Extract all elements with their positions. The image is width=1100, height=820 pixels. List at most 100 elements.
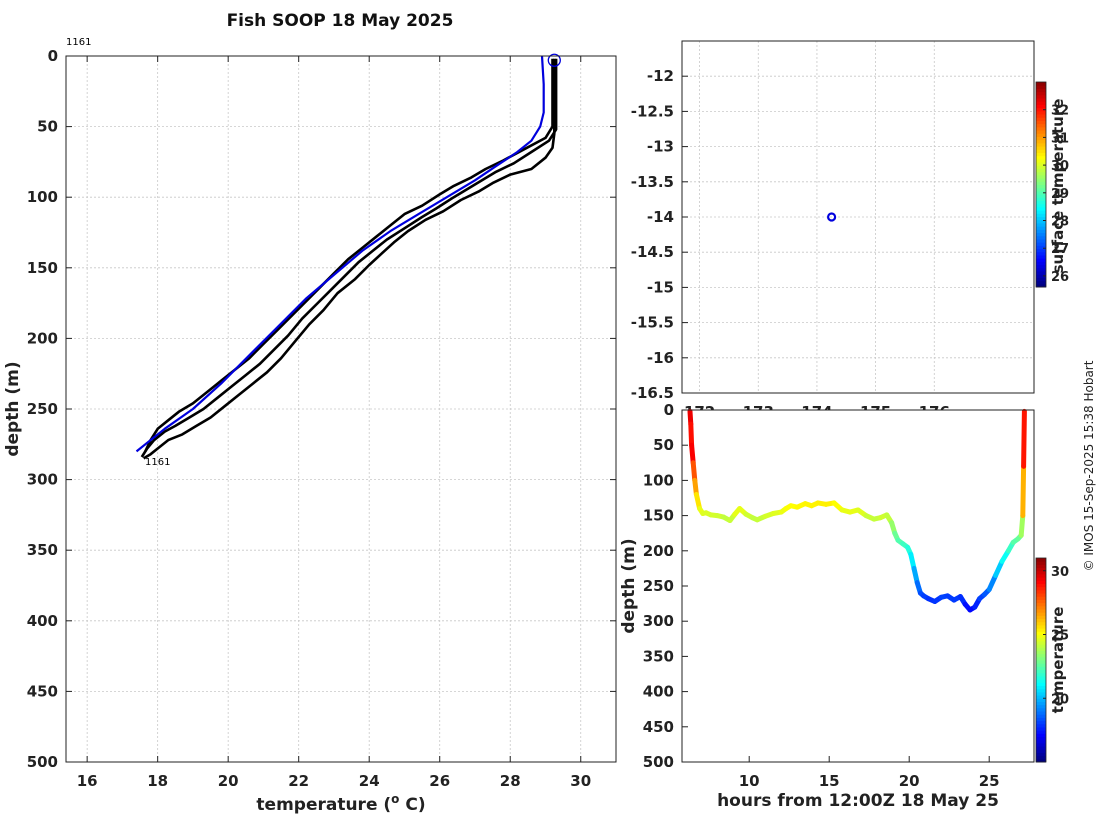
temperature-colorbar-segment <box>1036 583 1046 588</box>
depth-time-segment <box>1021 408 1027 469</box>
surface-colorbar-segment <box>1036 133 1046 137</box>
temperature-colorbar-segment <box>1036 698 1046 702</box>
profile-y-tick-label: 300 <box>27 471 58 489</box>
profile-series-profile-2 <box>140 58 558 458</box>
temperature-colorbar-segment <box>1036 561 1046 565</box>
surface-colorbar-segment <box>1036 181 1046 185</box>
temperature-colorbar-segment <box>1036 577 1046 581</box>
surface-colorbar-segment <box>1036 130 1046 134</box>
surface-colorbar-segment <box>1036 254 1046 259</box>
temperature-colorbar-segment <box>1036 653 1046 658</box>
surface-colorbar-segment <box>1036 277 1046 282</box>
temperature-colorbar-segment <box>1036 567 1046 572</box>
surface-colorbar-segment <box>1036 242 1046 246</box>
depth-time-y-tick-label: 500 <box>643 753 674 771</box>
map-y-tick-label: -13 <box>647 138 674 156</box>
profile-x-tick-label: 28 <box>500 772 521 790</box>
surface-colorbar-segment <box>1036 200 1046 205</box>
surface-colorbar-segment <box>1036 280 1046 285</box>
surface-colorbar-segment <box>1036 270 1046 275</box>
temperature-colorbar-segment <box>1036 628 1046 632</box>
surface-colorbar-segment <box>1036 248 1046 253</box>
surface-colorbar-tick-label: 32 <box>1051 104 1069 119</box>
profile-y-tick-label: 350 <box>27 541 58 559</box>
surface-colorbar-segment <box>1036 104 1046 109</box>
profile-x-tick-label: 24 <box>359 772 380 790</box>
temperature-colorbar-segment <box>1036 711 1046 715</box>
temperature-colorbar-tick-label: 30 <box>1051 565 1069 580</box>
depth-time-y-tick-label: 450 <box>643 718 674 736</box>
temperature-colorbar-segment <box>1036 755 1046 760</box>
chart-title: Fish SOOP 18 May 2025 <box>227 11 454 31</box>
profile-series-climatology <box>135 55 545 453</box>
depth-time-segment <box>1020 463 1027 519</box>
surface-colorbar-segment <box>1036 101 1046 105</box>
surface-colorbar-segment <box>1036 238 1046 243</box>
surface-colorbar-segment <box>1036 155 1046 160</box>
surface-colorbar-segment <box>1036 139 1046 144</box>
depth-time-y-tick-label: 300 <box>643 612 674 630</box>
surface-colorbar-segment <box>1036 258 1046 262</box>
profile-surface-marker <box>547 53 561 67</box>
profile-y-tick-label: 400 <box>27 612 58 630</box>
surface-colorbar-tick-label: 31 <box>1051 131 1069 146</box>
surface-colorbar-segment <box>1036 123 1046 128</box>
surface-colorbar-segment <box>1036 91 1046 96</box>
surface-colorbar-segment <box>1036 222 1046 227</box>
profile-series-profile-3 <box>144 58 554 452</box>
surface-colorbar-segment <box>1036 264 1046 269</box>
map-y-tick-label: -12 <box>647 67 674 85</box>
surface-colorbar-segment <box>1036 216 1046 221</box>
temperature-colorbar-segment <box>1036 726 1046 731</box>
temperature-colorbar-segment <box>1036 707 1046 712</box>
depth-time-segment <box>688 421 695 448</box>
surface-colorbar-segment <box>1036 120 1046 125</box>
depth-time-x-tick-label: 15 <box>819 772 840 790</box>
temperature-colorbar-segment <box>1036 720 1046 725</box>
temperature-colorbar-label: temperature <box>1049 607 1067 714</box>
temperature-colorbar-segment <box>1036 589 1046 594</box>
temperature-colorbar-segment <box>1036 602 1046 607</box>
surface-colorbar-segment <box>1036 165 1046 169</box>
temperature-colorbar-segment <box>1036 742 1046 747</box>
surface-colorbar-segment <box>1036 88 1046 93</box>
profile-y-axis-label: depth (m) <box>3 361 23 456</box>
surface-colorbar-segment <box>1036 98 1046 102</box>
surface-colorbar-segment <box>1036 274 1046 278</box>
map-y-tick-label: -16 <box>647 349 674 367</box>
temperature-colorbar-segment <box>1036 634 1046 639</box>
depth-time-segment <box>993 558 1005 578</box>
temperature-colorbar-segment <box>1036 599 1046 604</box>
map-y-ticks: -12 -12.5 -13 -13.5 -14 -14.5 -15 -15.5 -16 -16.5 <box>631 67 688 402</box>
surface-colorbar-segment <box>1036 146 1046 150</box>
imos-credit: © IMOS 15-Sep-2025 15:38 Hobart <box>1082 360 1096 571</box>
depth-time-x-tick-label: 10 <box>739 772 760 790</box>
temperature-colorbar-segment <box>1036 685 1046 690</box>
profile-lines <box>135 53 561 460</box>
temperature-colorbar-segment <box>1036 593 1046 597</box>
temperature-colorbar-segment <box>1036 749 1046 753</box>
surface-colorbar-segment <box>1036 213 1046 218</box>
profile-x-tick-label: 30 <box>570 772 591 790</box>
depth-time-segment <box>1018 513 1026 538</box>
temperature-colorbar-segment <box>1036 586 1046 591</box>
temperature-colorbar-segment <box>1036 679 1046 683</box>
map-location-point <box>826 212 837 222</box>
temperature-colorbar-segment <box>1036 733 1046 737</box>
temperature-colorbar-segment <box>1036 647 1046 651</box>
surface-temperature-label: surface temperature <box>1049 99 1067 274</box>
surface-colorbar-tick-label: 30 <box>1051 159 1069 174</box>
temperature-colorbar-segment <box>1036 714 1046 718</box>
depth-time-segment <box>689 442 696 466</box>
profile-x-tick-label: 18 <box>147 772 168 790</box>
surface-colorbar-segment <box>1036 261 1046 266</box>
profile-y-tick-label: 50 <box>37 118 58 136</box>
surface-colorbar-segment <box>1036 245 1046 250</box>
surface-colorbar-segment <box>1036 197 1046 202</box>
profile-y-tick-label: 250 <box>27 400 58 418</box>
profile-panel: 16 18 20 22 24 26 28 30050100150200250300350400… <box>3 37 617 815</box>
profile-x-axis-label: temperature (o C) <box>256 792 425 815</box>
temperature-colorbar-segment <box>1036 615 1046 620</box>
profile-ticks: 16 18 20 22 24 26 28 30050100150200250300350400… <box>27 47 616 790</box>
temperature-colorbar-segment <box>1036 618 1046 623</box>
